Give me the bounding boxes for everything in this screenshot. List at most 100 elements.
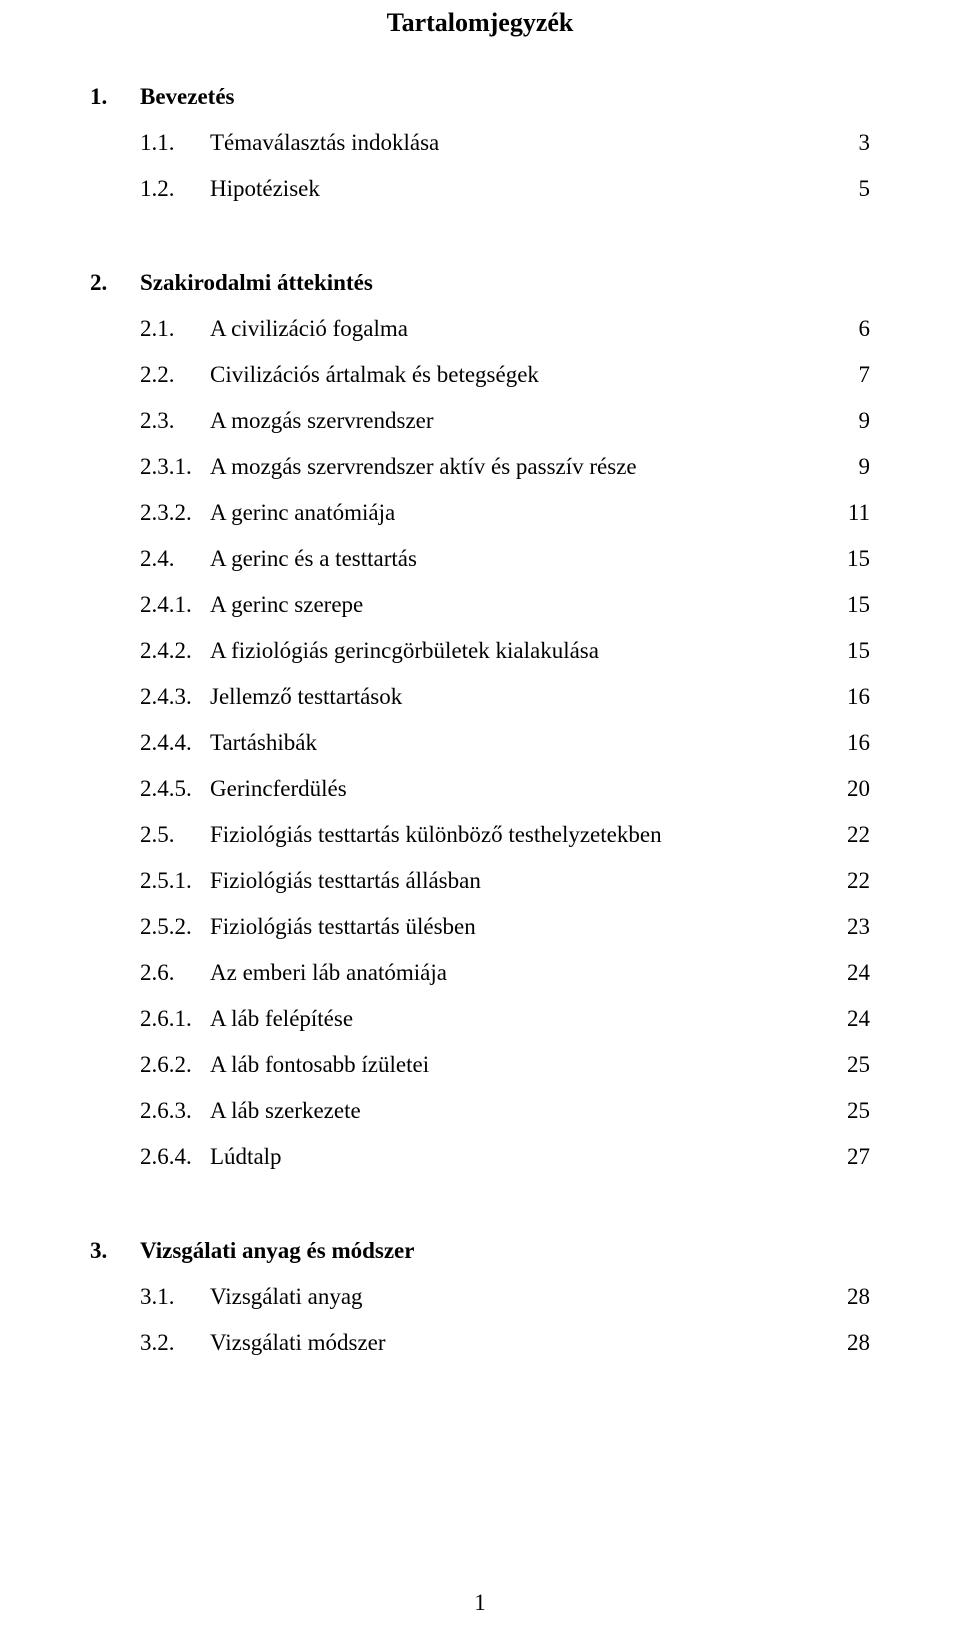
toc-number: 2. [90,260,140,306]
toc-page: 24 [840,996,870,1042]
toc-number: 3.2. [140,1320,210,1366]
toc-number: 2.6.4. [140,1134,210,1180]
toc-label: A fiziológiás gerincgörbületek kialakulá… [210,628,599,674]
toc-label: Vizsgálati anyag és módszer [140,1228,414,1274]
toc-heading: 3. Vizsgálati anyag és módszer [90,1228,870,1274]
toc-label: Fiziológiás testtartás ülésben [210,904,476,950]
toc-number: 2.5.1. [140,858,210,904]
toc-number: 2.3. [140,398,210,444]
toc-label: A mozgás szervrendszer [210,398,434,444]
toc-entry: 2.5.Fiziológiás testtartás különböző tes… [90,812,870,858]
toc-entry: 3.2.Vizsgálati módszer 28 [90,1320,870,1366]
toc-label: Fiziológiás testtartás állásban [210,858,481,904]
toc-entry: 1.1. Témaválasztás indoklása 3 [90,120,870,166]
toc-page: 9 [840,444,870,490]
toc-label: Az emberi láb anatómiája [210,950,447,996]
toc-entry: 2.6.3.A láb szerkezete 25 [90,1088,870,1134]
toc-heading: 2. Szakirodalmi áttekintés [90,260,870,306]
toc-entry: 2.4.2.A fiziológiás gerincgörbületek kia… [90,628,870,674]
toc-page: 22 [840,812,870,858]
toc-label: Jellemző testtartások [210,674,402,720]
toc-page: 15 [840,536,870,582]
toc-number: 3. [90,1228,140,1274]
toc-page: 3 [840,120,870,166]
toc-entry: 2.6.Az emberi láb anatómiája 24 [90,950,870,996]
toc-page: 25 [840,1088,870,1134]
table-of-contents: 1. Bevezetés 1.1. Témaválasztás indoklás… [90,74,870,1366]
toc-entry: 2.1.A civilizáció fogalma 6 [90,306,870,352]
toc-page: 16 [840,674,870,720]
toc-entry: 2.6.2.A láb fontosabb ízületei 25 [90,1042,870,1088]
toc-number: 3.1. [140,1274,210,1320]
toc-label: Tartáshibák [210,720,317,766]
toc-entry: 2.2.Civilizációs ártalmak és betegségek … [90,352,870,398]
toc-number: 2.1. [140,306,210,352]
toc-number: 1.1. [140,120,210,166]
toc-entry: 2.3.2.A gerinc anatómiája 11 [90,490,870,536]
toc-entry: 1.2. Hipotézisek 5 [90,166,870,212]
toc-number: 2.4.5. [140,766,210,812]
toc-label: A láb szerkezete [210,1088,361,1134]
toc-number: 2.6.1. [140,996,210,1042]
toc-entry: 2.6.4.Lúdtalp 27 [90,1134,870,1180]
toc-label: Szakirodalmi áttekintés [140,260,373,306]
toc-number: 1.2. [140,166,210,212]
toc-entry: 3.1.Vizsgálati anyag 28 [90,1274,870,1320]
toc-page: 28 [840,1274,870,1320]
toc-number: 2.5.2. [140,904,210,950]
toc-label: A gerinc anatómiája [210,490,395,536]
toc-label: A mozgás szervrendszer aktív és passzív … [210,444,637,490]
toc-number: 2.6. [140,950,210,996]
toc-label: Civilizációs ártalmak és betegségek [210,352,539,398]
toc-label: A civilizáció fogalma [210,306,408,352]
toc-label: Vizsgálati anyag [210,1274,363,1320]
toc-entry: 2.4.3.Jellemző testtartások 16 [90,674,870,720]
toc-label: Vizsgálati módszer [210,1320,386,1366]
toc-label: A láb fontosabb ízületei [210,1042,429,1088]
toc-number: 2.6.2. [140,1042,210,1088]
toc-page: 28 [840,1320,870,1366]
toc-page: 5 [840,166,870,212]
toc-page: 11 [840,490,870,536]
toc-number: 2.6.3. [140,1088,210,1134]
toc-number: 2.4. [140,536,210,582]
toc-page: 15 [840,582,870,628]
toc-page: 16 [840,720,870,766]
toc-label: Gerincferdülés [210,766,347,812]
toc-page: 6 [840,306,870,352]
toc-number: 1. [90,74,140,120]
toc-label: A gerinc és a testtartás [210,536,417,582]
toc-page: 22 [840,858,870,904]
toc-entry: 2.4.1.A gerinc szerepe 15 [90,582,870,628]
toc-number: 2.3.2. [140,490,210,536]
toc-entry: 2.3.1.A mozgás szervrendszer aktív és pa… [90,444,870,490]
toc-page: 24 [840,950,870,996]
toc-label: Bevezetés [140,74,235,120]
toc-entry: 2.4.4.Tartáshibák 16 [90,720,870,766]
toc-number: 2.4.2. [140,628,210,674]
toc-page: 15 [840,628,870,674]
toc-page: 20 [840,766,870,812]
toc-number: 2.2. [140,352,210,398]
toc-entry: 2.3.A mozgás szervrendszer 9 [90,398,870,444]
toc-page: 25 [840,1042,870,1088]
toc-entry: 2.5.1.Fiziológiás testtartás állásban 22 [90,858,870,904]
toc-page: 27 [840,1134,870,1180]
toc-label: Témaválasztás indoklása [210,120,439,166]
toc-label: Fiziológiás testtartás különböző testhel… [210,812,662,858]
toc-entry: 2.6.1.A láb felépítése 24 [90,996,870,1042]
page-number: 1 [0,1590,960,1616]
toc-number: 2.3.1. [140,444,210,490]
toc-entry: 2.4.5.Gerincferdülés 20 [90,766,870,812]
toc-label: Hipotézisek [210,166,320,212]
toc-heading: 1. Bevezetés [90,74,870,120]
toc-label: A gerinc szerepe [210,582,363,628]
toc-entry: 2.5.2.Fiziológiás testtartás ülésben 23 [90,904,870,950]
toc-page: 7 [840,352,870,398]
toc-title: Tartalomjegyzék [90,8,870,38]
toc-page: 9 [840,398,870,444]
toc-number: 2.4.3. [140,674,210,720]
toc-label: Lúdtalp [210,1134,282,1180]
toc-page: 23 [840,904,870,950]
toc-number: 2.5. [140,812,210,858]
